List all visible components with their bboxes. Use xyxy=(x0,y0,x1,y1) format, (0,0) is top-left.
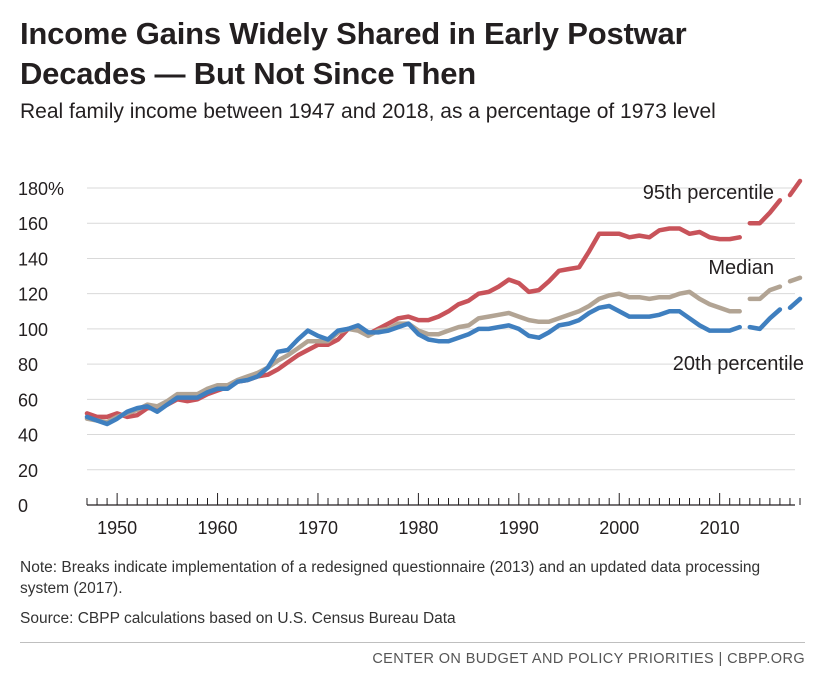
series-label: 95th percentile xyxy=(643,182,774,204)
y-tick-label: 60 xyxy=(18,390,38,410)
chart-title: Income Gains Widely Shared in Early Post… xyxy=(20,16,687,91)
series-line xyxy=(787,178,803,198)
x-tick-label: 1980 xyxy=(398,518,438,538)
x-tick-label: 2000 xyxy=(599,518,639,538)
gridlines xyxy=(87,187,795,471)
series-line xyxy=(787,296,803,311)
chart-note: Note: Breaks indicate implementation of … xyxy=(20,559,761,597)
series-line xyxy=(787,275,803,284)
y-axis: 0 20 40 60 80 100 120 140 160 180% xyxy=(18,179,64,516)
x-axis: 1950 1960 1970 1980 1990 2000 2010 xyxy=(86,493,801,538)
x-tick-label: 1970 xyxy=(298,518,338,538)
footer-credit: CENTER ON BUDGET AND POLICY PRIORITIES |… xyxy=(372,651,805,667)
y-tick-label: 160 xyxy=(18,214,48,234)
y-tick-label: 100 xyxy=(18,320,48,340)
y-tick-label: 120 xyxy=(18,285,48,305)
x-tick-label: 1990 xyxy=(499,518,539,538)
x-tick-label: 1950 xyxy=(97,518,137,538)
y-tick-label: 20 xyxy=(18,461,38,481)
line-chart: 1950 1960 1970 1980 1990 2000 2010 0 20 40 60 80 10… xyxy=(18,178,804,538)
series-label: 20th percentile xyxy=(673,353,804,375)
footer-divider xyxy=(20,642,805,643)
series-line xyxy=(84,303,742,427)
series-line xyxy=(747,307,783,332)
y-tick-label: 80 xyxy=(18,355,38,375)
x-tick-label: 2010 xyxy=(700,518,740,538)
chart-source: Source: CBPP calculations based on U.S. … xyxy=(20,610,456,627)
series-label: Median xyxy=(708,257,774,279)
series-line xyxy=(747,198,783,226)
y-tick-label: 180% xyxy=(18,179,64,199)
y-tick-label: 40 xyxy=(18,426,38,446)
series-line xyxy=(747,284,783,302)
y-tick-label: 0 xyxy=(18,496,28,516)
y-tick-label: 140 xyxy=(18,249,48,269)
series-line xyxy=(84,226,742,420)
series-lines xyxy=(84,178,803,427)
x-tick-label: 1960 xyxy=(198,518,238,538)
chart-subtitle: Real family income between 1947 and 2018… xyxy=(20,100,716,123)
series-labels: 95th percentile Median 20th percentile xyxy=(643,182,804,375)
